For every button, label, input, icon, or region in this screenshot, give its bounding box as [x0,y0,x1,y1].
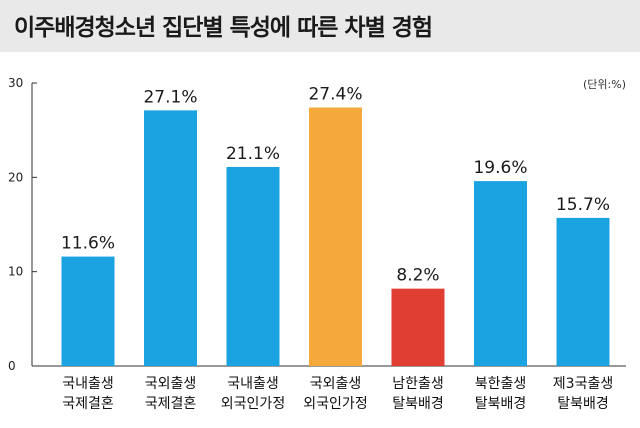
bar [391,288,445,366]
x-tick-label: 북한출생 [475,376,527,392]
data-label: 21.1% [226,144,280,164]
x-tick-label: 국제결혼 [62,396,114,412]
bar [144,110,197,367]
page-title: 이주배경청소년 집단별 특성에 따른 차별 경험 [14,15,433,41]
x-tick-label: 탈북배경 [392,396,444,412]
bar [309,107,362,366]
x-tick-label: 남한출생 [392,376,444,392]
x-tick-label: 국제결혼 [145,396,197,412]
x-tick-label: 국외출생 [145,376,197,392]
y-tick-label: 30 [8,76,23,90]
x-tick-label: 탈북배경 [557,396,609,412]
x-tick-label: 외국인가정 [303,396,367,412]
x-tick-label: 외국인가정 [221,396,285,412]
bar [556,217,610,366]
y-tick-label: 20 [8,170,23,184]
x-tick-label: 제3국출생 [553,376,613,392]
data-label: 27.4% [308,85,362,105]
x-tick-label: 탈북배경 [475,396,527,412]
bar [61,256,115,366]
data-label: 8.2% [396,266,439,286]
data-label: 27.1% [143,87,197,107]
unit-label: (단위:%) [583,78,626,91]
bar [226,166,280,366]
data-label: 19.6% [473,158,527,178]
bar [474,181,527,366]
y-tick-label: 0 [8,359,16,373]
x-tick-label: 국내출생 [62,376,114,392]
x-tick-label: 국내출생 [227,376,279,392]
data-label: 15.7% [556,195,610,215]
data-label: 11.6% [61,234,115,254]
y-tick-label: 10 [8,265,23,279]
x-tick-label: 국외출생 [310,376,362,392]
title-bar: 이주배경청소년 집단별 특성에 따른 차별 경험 [0,0,640,52]
